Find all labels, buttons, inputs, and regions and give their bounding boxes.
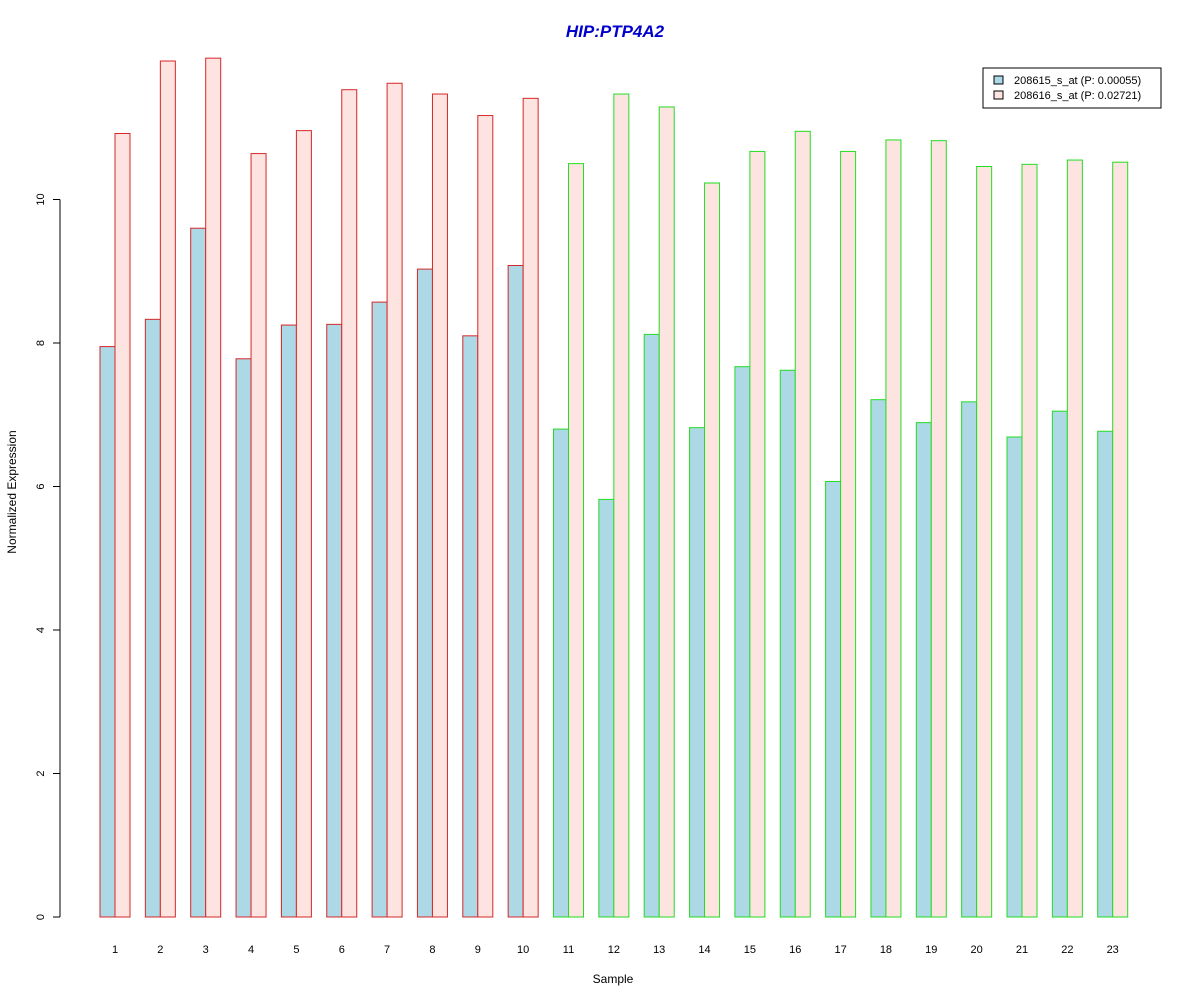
bar-208615_s_at-sample-15 [734,366,751,918]
bar-208616_s_at-sample-9 [477,115,494,918]
x-tick-label: 7 [384,944,390,956]
y-tick-label: 2 [35,770,47,776]
y-tick-label: 6 [35,483,47,489]
bar-208615_s_at-sample-16 [779,369,796,918]
y-tick-label: 10 [35,193,47,205]
legend-swatch [993,90,1004,100]
y-tick-label: 8 [35,340,47,346]
x-tick-label: 10 [517,944,529,956]
bar-208616_s_at-sample-14 [704,182,721,918]
x-tick-label: 6 [339,944,345,956]
x-tick-label: 12 [608,944,620,956]
bar-208616_s_at-sample-5 [295,130,312,918]
bar-208616_s_at-sample-4 [250,153,267,918]
x-axis-label: Sample [593,972,634,986]
bar-208615_s_at-sample-20 [961,401,978,918]
x-tick-label: 1 [112,944,118,956]
bar-208616_s_at-sample-19 [930,140,947,918]
bar-208615_s_at-sample-7 [371,301,388,918]
bar-208616_s_at-sample-18 [885,139,902,918]
bar-208616_s_at-sample-11 [568,163,584,918]
bar-208616_s_at-sample-12 [613,93,630,918]
legend: 208615_s_at (P: 0.00055) 208616_s_at (P: … [982,67,1162,109]
bar-208616_s_at-sample-2 [159,60,176,918]
bar-208615_s_at-sample-21 [1006,436,1023,918]
x-tick-label: 2 [157,944,163,956]
bar-208615_s_at-sample-18 [870,399,887,918]
legend-label: 208616_s_at (P: 0.02721) [1014,90,1141,102]
x-tick-label: 5 [293,944,299,956]
bar-208615_s_at-sample-6 [326,323,343,918]
y-tick-label: 4 [35,627,47,633]
bar-208615_s_at-sample-3 [190,227,207,918]
bar-208615_s_at-sample-14 [689,427,706,918]
bar-208615_s_at-sample-4 [235,358,252,918]
x-tick-label: 3 [203,944,209,956]
bar-208616_s_at-sample-8 [431,93,448,918]
x-tick-label: 23 [1107,944,1119,956]
bar-208616_s_at-sample-17 [840,150,857,918]
legend-box [982,67,1162,109]
bar-208616_s_at-sample-16 [794,130,811,918]
legend-label: 208615_s_at (P: 0.00055) [1014,75,1141,87]
bar-208616_s_at-sample-21 [1021,163,1038,918]
x-tick-label: 20 [971,944,983,956]
bar-groups [99,57,1129,918]
bar-208615_s_at-sample-10 [507,265,524,918]
bar-208615_s_at-sample-23 [1097,430,1114,918]
bar-208615_s_at-sample-1 [99,346,116,918]
bar-208615_s_at-sample-19 [915,422,932,918]
x-tick-label: 18 [880,944,892,956]
x-tick-label: 4 [248,944,254,956]
bar-208616_s_at-sample-7 [386,82,403,918]
bar-208615_s_at-sample-2 [144,318,161,918]
y-axis: 0 2 4 6 8 10 [35,193,61,920]
bar-208616_s_at-sample-10 [522,97,539,918]
bar-208615_s_at-sample-9 [462,335,479,918]
bar-208616_s_at-sample-23 [1112,161,1129,918]
bar-208615_s_at-sample-17 [825,480,842,918]
x-tick-label: 8 [429,944,435,956]
x-tick-label: 15 [744,944,756,956]
x-tick-label: 17 [834,944,846,956]
x-tick-label: 22 [1061,944,1073,956]
bar-208616_s_at-sample-22 [1066,159,1083,918]
bar-208616_s_at-sample-20 [976,165,993,918]
bar-208616_s_at-sample-13 [658,106,675,918]
bar-208615_s_at-sample-22 [1051,410,1068,918]
x-tick-label: 14 [698,944,710,956]
bar-208616_s_at-sample-6 [341,89,358,918]
bar-208615_s_at-sample-12 [598,498,615,918]
x-tick-label: 21 [1016,944,1028,956]
x-tick-label: 19 [925,944,937,956]
x-tick-label: 9 [475,944,481,956]
y-tick-label: 0 [35,914,47,920]
bar-208616_s_at-sample-1 [114,132,131,918]
x-axis-tick-labels: 1 2 3 4 5 6 7 8 9 10 11 12 13 14 15 16 17 18 19 20 21 22 23 [112,944,1119,956]
bar-208615_s_at-sample-5 [280,324,297,918]
bar-208615_s_at-sample-11 [553,428,569,918]
x-tick-label: 13 [653,944,665,956]
x-tick-label: 16 [789,944,801,956]
chart-title: HIP:PTP4A2 [566,22,665,41]
bar-208616_s_at-sample-15 [749,150,766,918]
y-axis-label: Normalized Expression [5,430,19,553]
bar-208615_s_at-sample-13 [643,333,660,918]
legend-swatch [993,75,1004,85]
bar-208615_s_at-sample-8 [416,268,433,918]
x-tick-label: 11 [563,944,574,956]
bar-208616_s_at-sample-3 [205,57,222,918]
